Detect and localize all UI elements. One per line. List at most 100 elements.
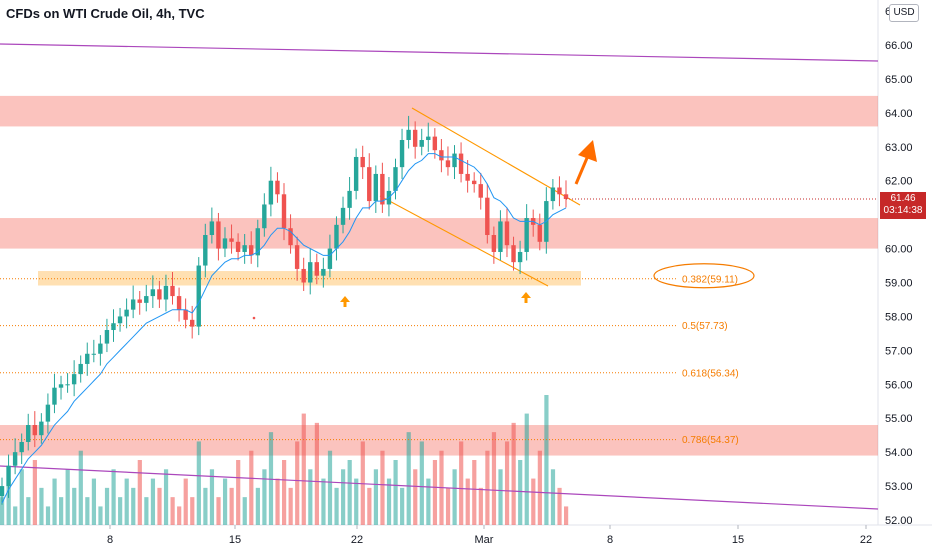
volume-bar xyxy=(485,450,490,525)
volume-bar xyxy=(367,487,372,525)
x-tick-label: 22 xyxy=(860,534,872,546)
candle-body xyxy=(196,265,201,327)
volume-bar xyxy=(341,469,346,525)
candle-body xyxy=(491,235,497,252)
candle-body xyxy=(71,374,77,385)
y-tick-label: 60.00 xyxy=(885,244,913,256)
volume-bar xyxy=(524,413,529,525)
volume-bar xyxy=(255,487,260,525)
candle-body xyxy=(137,299,142,303)
candle-body xyxy=(203,235,208,266)
volume-bar xyxy=(236,460,241,525)
candle-body xyxy=(334,224,339,249)
chart-title: CFDs on WTI Crude Oil, 4h, TVC xyxy=(6,6,205,21)
candle-body xyxy=(485,197,490,236)
candles-layer xyxy=(0,115,569,505)
y-tick-label: 62.00 xyxy=(885,176,913,188)
candle-body xyxy=(262,204,267,229)
volume-bar xyxy=(380,450,385,525)
candle-body xyxy=(163,285,169,300)
volume-bar xyxy=(0,497,5,525)
volume-bar xyxy=(459,441,464,525)
volume-bar xyxy=(65,469,70,525)
resistance-zone-1 xyxy=(0,218,878,249)
volume-bar xyxy=(432,460,438,525)
candle-body xyxy=(517,251,523,263)
volume-bar xyxy=(557,487,562,525)
last-price-value: 61.46 xyxy=(890,193,916,204)
volume-bar xyxy=(301,413,306,525)
candle-body xyxy=(393,167,398,191)
candle-body xyxy=(255,228,260,256)
volume-bar xyxy=(26,497,31,525)
volume-bar xyxy=(6,478,11,525)
volume-bar xyxy=(157,487,162,525)
candle-body xyxy=(478,184,483,198)
fib-highlight-ellipse xyxy=(653,263,755,289)
volume-bar xyxy=(177,506,182,525)
volume-bar xyxy=(196,441,201,525)
candle-body xyxy=(124,309,129,317)
volume-bar xyxy=(262,469,267,525)
volume-bar xyxy=(150,478,156,525)
candle-body xyxy=(301,268,306,283)
volume-bar xyxy=(406,432,411,525)
upper-trendline xyxy=(0,43,879,62)
candle-body xyxy=(235,241,241,252)
volume-bar xyxy=(321,478,326,525)
candle-body xyxy=(183,309,188,320)
volume-bar xyxy=(465,478,470,525)
volume-bar xyxy=(452,469,457,525)
y-tick-label: 66.00 xyxy=(885,40,913,52)
candle-body xyxy=(419,140,424,147)
volume-bar xyxy=(216,497,221,525)
volume-bar xyxy=(249,450,254,525)
volume-bar xyxy=(518,460,523,525)
volume-bar xyxy=(314,422,319,525)
candle-body xyxy=(45,404,51,422)
swing-low-arrow-2 xyxy=(521,292,531,303)
axis-layer: 52.00 53.00 54.00 55.00 56.00 57.00 58.00 59.00… xyxy=(107,6,913,546)
candle-body xyxy=(360,156,365,168)
breakout-arrow-head xyxy=(578,140,597,162)
volume-bar xyxy=(400,487,405,525)
volume-bar xyxy=(288,487,293,525)
x-tick-label: 8 xyxy=(107,534,113,546)
volume-bar xyxy=(59,497,64,525)
volume-bar xyxy=(282,460,287,525)
candle-body xyxy=(39,421,44,436)
currency-button[interactable]: USD xyxy=(889,4,919,22)
volume-bar xyxy=(511,422,516,525)
x-tick-label: 15 xyxy=(732,534,744,546)
candle-body xyxy=(314,262,319,276)
volume-bar xyxy=(393,460,398,525)
candle-body xyxy=(32,425,37,436)
candle-body xyxy=(19,441,24,453)
volume-bar xyxy=(104,487,110,525)
volume-bar xyxy=(275,478,280,525)
zones-layer xyxy=(0,95,878,456)
volume-bar xyxy=(183,478,188,525)
candle-body xyxy=(104,330,110,344)
y-tick-label: 53.00 xyxy=(885,481,913,493)
candle-body xyxy=(85,353,90,364)
candle-body xyxy=(6,465,11,487)
volume-bar xyxy=(111,469,116,525)
candle-body xyxy=(130,299,136,310)
resistance-zone-2 xyxy=(0,425,878,456)
candle-body xyxy=(229,238,234,242)
candle-body xyxy=(550,187,556,202)
volume-bar xyxy=(13,506,18,525)
volume-bar xyxy=(131,487,136,525)
fib-label-0.786: 0.786(54.37) xyxy=(682,435,739,446)
volume-bar xyxy=(334,487,339,525)
candle-body xyxy=(452,153,457,168)
candle-body xyxy=(249,245,254,256)
candle-body xyxy=(465,173,470,181)
annotations-layer xyxy=(252,140,878,320)
candle-body xyxy=(216,221,221,249)
volume-bar xyxy=(354,478,359,525)
candle-body xyxy=(288,228,293,246)
candle-body xyxy=(52,387,57,405)
